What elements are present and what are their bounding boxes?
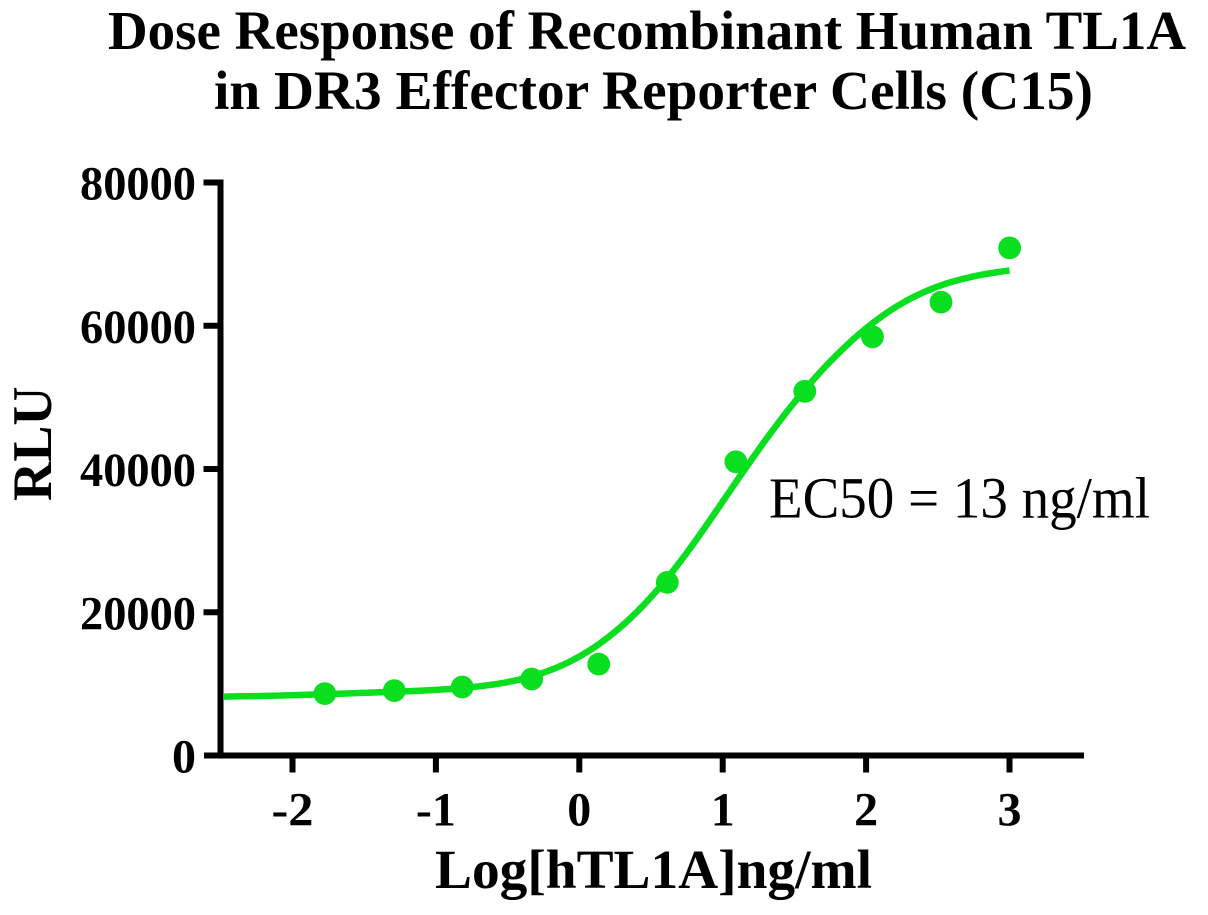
svg-text:80000: 80000 bbox=[80, 158, 196, 211]
svg-text:in DR3 Effector Reporter Cells: in DR3 Effector Reporter Cells (C15) bbox=[214, 60, 1093, 121]
svg-text:Dose Response of Recombinant H: Dose Response of Recombinant Human TL1A bbox=[108, 0, 1186, 61]
svg-text:Log[hTL1A]ng/ml: Log[hTL1A]ng/ml bbox=[435, 839, 872, 900]
svg-text:-2: -2 bbox=[272, 784, 314, 837]
svg-text:-1: -1 bbox=[416, 784, 456, 837]
svg-text:0: 0 bbox=[172, 731, 196, 784]
svg-text:3: 3 bbox=[998, 784, 1022, 837]
svg-text:40000: 40000 bbox=[80, 444, 196, 497]
svg-text:EC50 = 13 ng/ml: EC50 = 13 ng/ml bbox=[769, 466, 1150, 531]
svg-text:2: 2 bbox=[854, 784, 878, 837]
svg-text:1: 1 bbox=[711, 784, 735, 837]
svg-text:RLU: RLU bbox=[2, 386, 64, 501]
svg-text:20000: 20000 bbox=[80, 587, 196, 640]
svg-text:60000: 60000 bbox=[80, 301, 196, 354]
svg-text:0: 0 bbox=[567, 784, 591, 837]
